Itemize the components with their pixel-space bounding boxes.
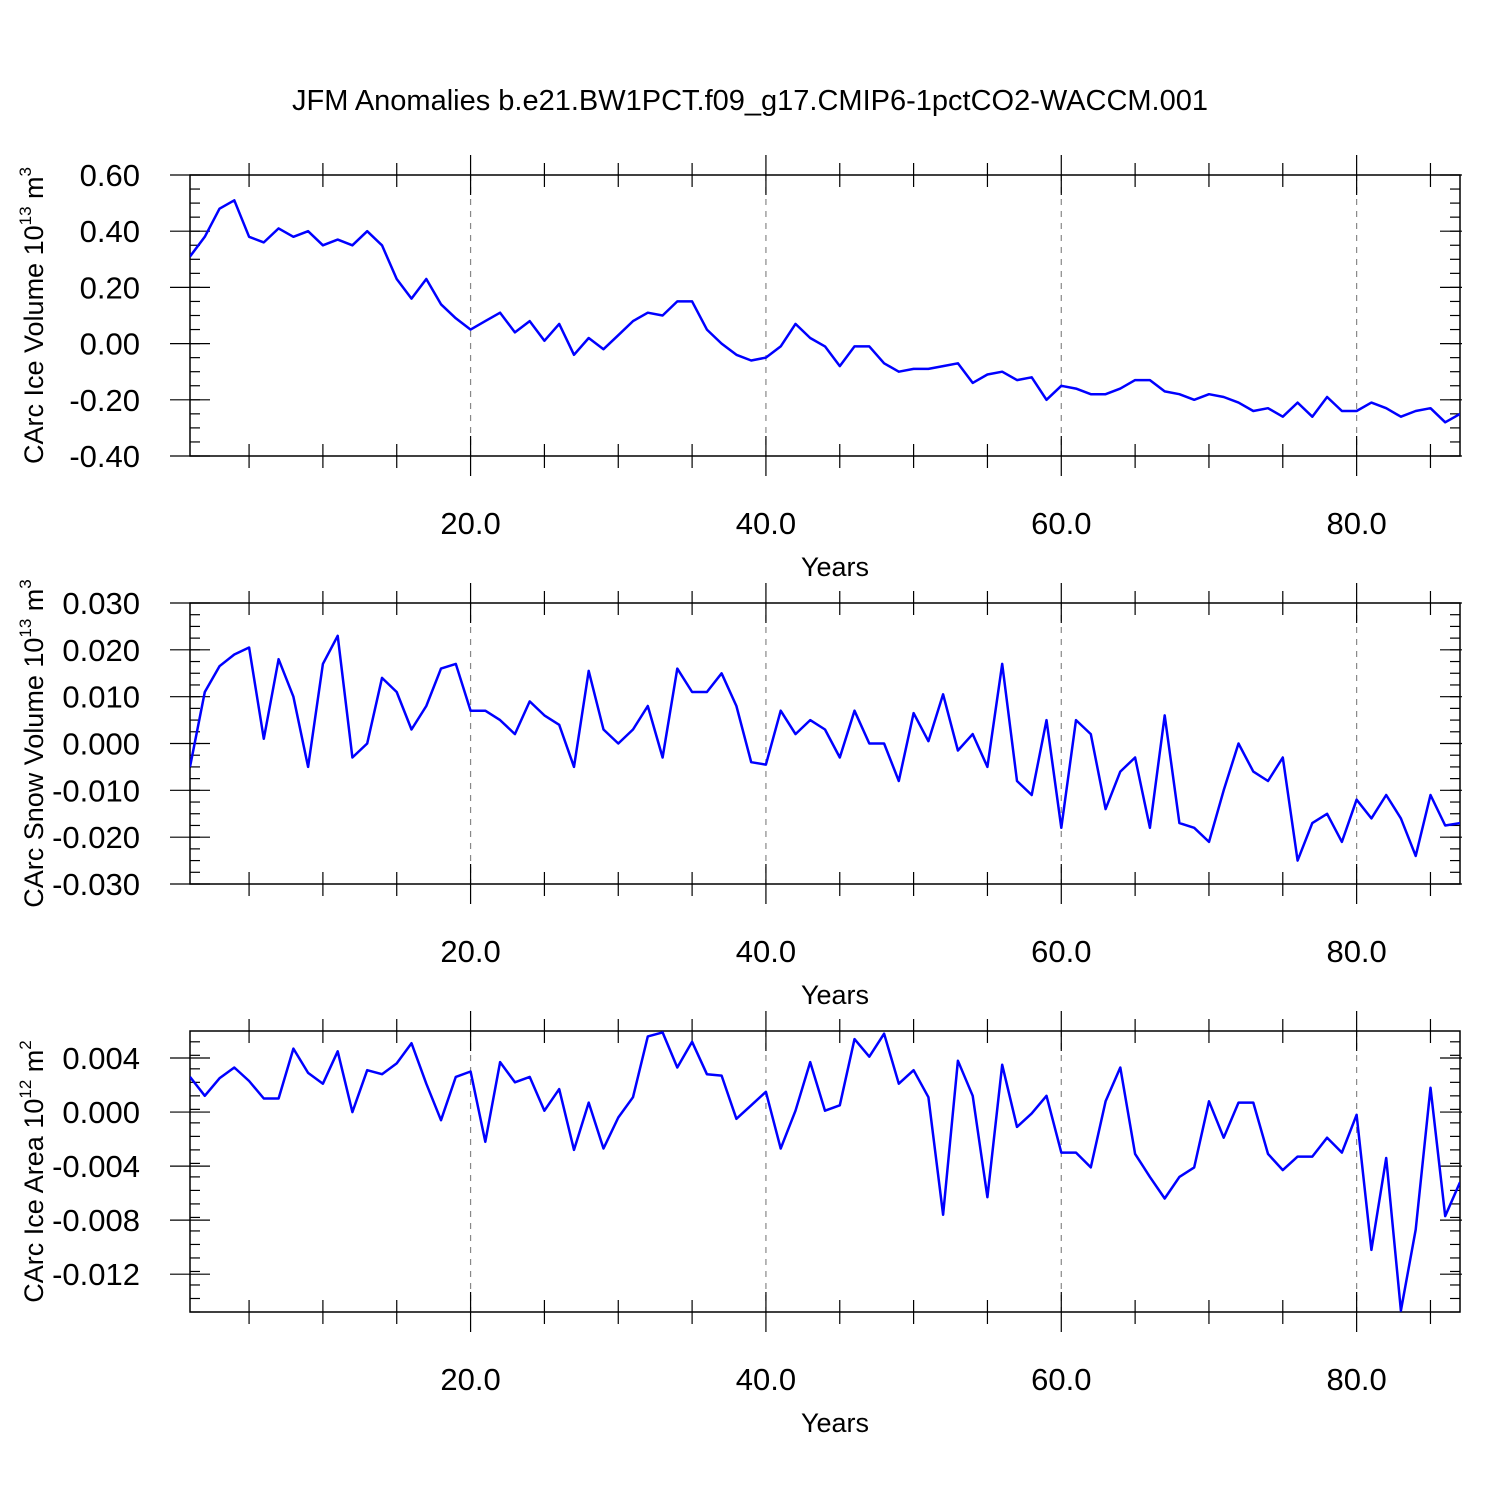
x-tick-label: 60.0 (1031, 934, 1091, 969)
y-tick-label: -0.40 (69, 439, 140, 474)
y-axis-label-text: CArc Ice Area 10 (19, 1099, 49, 1303)
chart-title: JFM Anomalies b.e21.BW1PCT.f09_g17.CMIP6… (292, 85, 1208, 117)
x-axis-label: Years (801, 1408, 869, 1438)
x-tick-label: 20.0 (440, 934, 500, 969)
y-tick-label: -0.020 (52, 820, 140, 855)
y-axis-label-unit-exponent: 2 (16, 1040, 35, 1049)
y-tick-label: -0.008 (52, 1203, 140, 1238)
panel-3: 20.0 40.0 60.0 80.0 -0.012 -0.008 -0.004 0.000 0… (16, 1011, 1462, 1438)
y-tick-label: -0.20 (69, 383, 140, 418)
y-tick-label: -0.010 (52, 773, 140, 808)
x-tick-label: 60.0 (1031, 506, 1091, 541)
x-tick-label: 80.0 (1326, 934, 1386, 969)
x-tick-label: 40.0 (736, 934, 796, 969)
y-axis-label-unit-exponent: 3 (16, 167, 35, 176)
y-axis-label: CArc Ice Area 1012 m2 (16, 1040, 49, 1303)
y-tick-label: 0.020 (62, 633, 140, 668)
x-tick-label: 20.0 (440, 1362, 500, 1397)
x-tick-label: 80.0 (1326, 506, 1386, 541)
y-axis-label: CArc Ice Volume 1013 m3 (16, 167, 49, 464)
panel-1: 20.0 40.0 60.0 80.0 -0.40 -0.20 0.00 0.20 0.40 0.… (16, 155, 1462, 582)
y-axis-label-text: CArc Snow Volume 10 (19, 638, 49, 908)
x-axis-label: Years (801, 552, 869, 582)
x-tick-label: 20.0 (440, 506, 500, 541)
plot-frame (189, 1030, 1461, 1313)
y-axis-label-unit: m (19, 589, 49, 619)
y-axis-label-unit-exponent: 3 (16, 579, 35, 588)
chart-panels: 20.0 40.0 60.0 80.0 -0.40 -0.20 0.00 0.20 0.40 0.… (16, 155, 1462, 1438)
series-line (190, 634, 1460, 862)
plot-frame (189, 174, 1461, 457)
y-axis-label-unit: m (19, 1050, 49, 1080)
y-tick-label: 0.004 (62, 1041, 140, 1076)
y-tick-label: 0.000 (62, 727, 140, 762)
y-axis-label-unit: m (19, 176, 49, 206)
y-tick-label: 0.00 (80, 327, 140, 362)
series-line (190, 1031, 1460, 1312)
plot-frame (189, 602, 1461, 885)
y-axis-label-exponent: 12 (16, 1080, 35, 1099)
y-tick-label: -0.030 (52, 867, 140, 902)
y-tick-label: 0.000 (62, 1095, 140, 1130)
y-tick-label: 0.20 (80, 270, 140, 305)
y-axis-label-text: CArc Ice Volume 10 (19, 225, 49, 464)
x-tick-label: 40.0 (736, 1362, 796, 1397)
series-line (190, 199, 1460, 424)
x-tick-label: 60.0 (1031, 1362, 1091, 1397)
x-tick-label: 80.0 (1326, 1362, 1386, 1397)
x-axis-label: Years (801, 980, 869, 1010)
y-axis-label-exponent: 13 (16, 619, 35, 638)
y-tick-label: 0.010 (62, 680, 140, 715)
panel-2: 20.0 40.0 60.0 80.0 -0.030 -0.020 -0.010 0.000 0… (16, 579, 1462, 1010)
y-axis-label-exponent: 13 (16, 206, 35, 225)
y-tick-label: -0.004 (52, 1149, 140, 1184)
y-tick-label: 0.030 (62, 586, 140, 621)
y-tick-label: 0.40 (80, 214, 140, 249)
y-axis-label: CArc Snow Volume 1013 m3 (16, 579, 49, 908)
x-tick-label: 40.0 (736, 506, 796, 541)
y-tick-label: 0.60 (80, 158, 140, 193)
y-tick-label: -0.012 (52, 1257, 140, 1292)
